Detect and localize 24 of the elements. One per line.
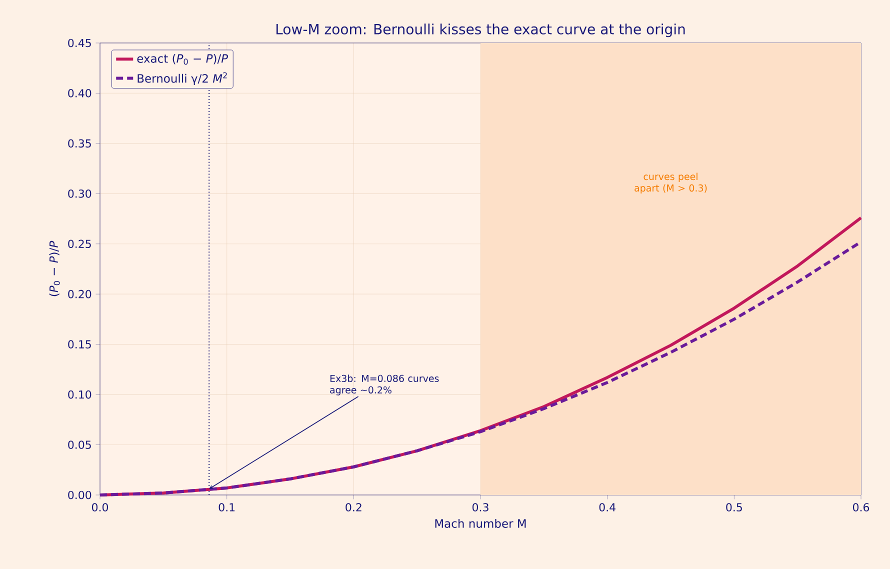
y-tick-label: 0.20 — [68, 290, 92, 298]
band-label: curves peel apart (M > 0.3) — [634, 172, 707, 194]
x-tick-label: 0.4 — [599, 503, 616, 512]
y-tick-label: 0.00 — [68, 490, 92, 500]
y-tick-label: 0.10 — [68, 390, 92, 399]
x-tick-label: 0.0 — [92, 503, 108, 512]
y-axis-title: (P$_{0}$ − P)/P — [49, 240, 60, 296]
chart-title: Low-M zoom: Bernoulli kisses the exact curve at the origin — [276, 24, 685, 38]
y-tick-label: 0.35 — [68, 139, 91, 148]
y-tick-label: 0.30 — [68, 189, 92, 198]
y-tick-label: 0.45 — [68, 38, 91, 48]
x-axis-title: Mach number M — [435, 518, 526, 528]
legend-label: Bernoulli γ/2 M$^{2}$ — [138, 72, 227, 86]
y-tick-label: 0.05 — [68, 440, 91, 449]
y-tick-label: 0.15 — [68, 340, 91, 348]
y-tick-label: 0.40 — [68, 89, 92, 98]
y-tick-label: 0.25 — [68, 240, 91, 248]
x-tick-label: 0.2 — [346, 503, 362, 512]
x-tick-label: 0.6 — [852, 503, 870, 512]
x-tick-label: 0.5 — [726, 503, 742, 512]
x-tick-label: 0.3 — [472, 503, 488, 512]
legend-label: exact (P$_{0}$ − P)/P — [137, 54, 228, 65]
annotation: Ex3b: M=0.086 curves agree ~0.2% — [330, 374, 439, 396]
x-tick-label: 0.1 — [218, 503, 235, 512]
